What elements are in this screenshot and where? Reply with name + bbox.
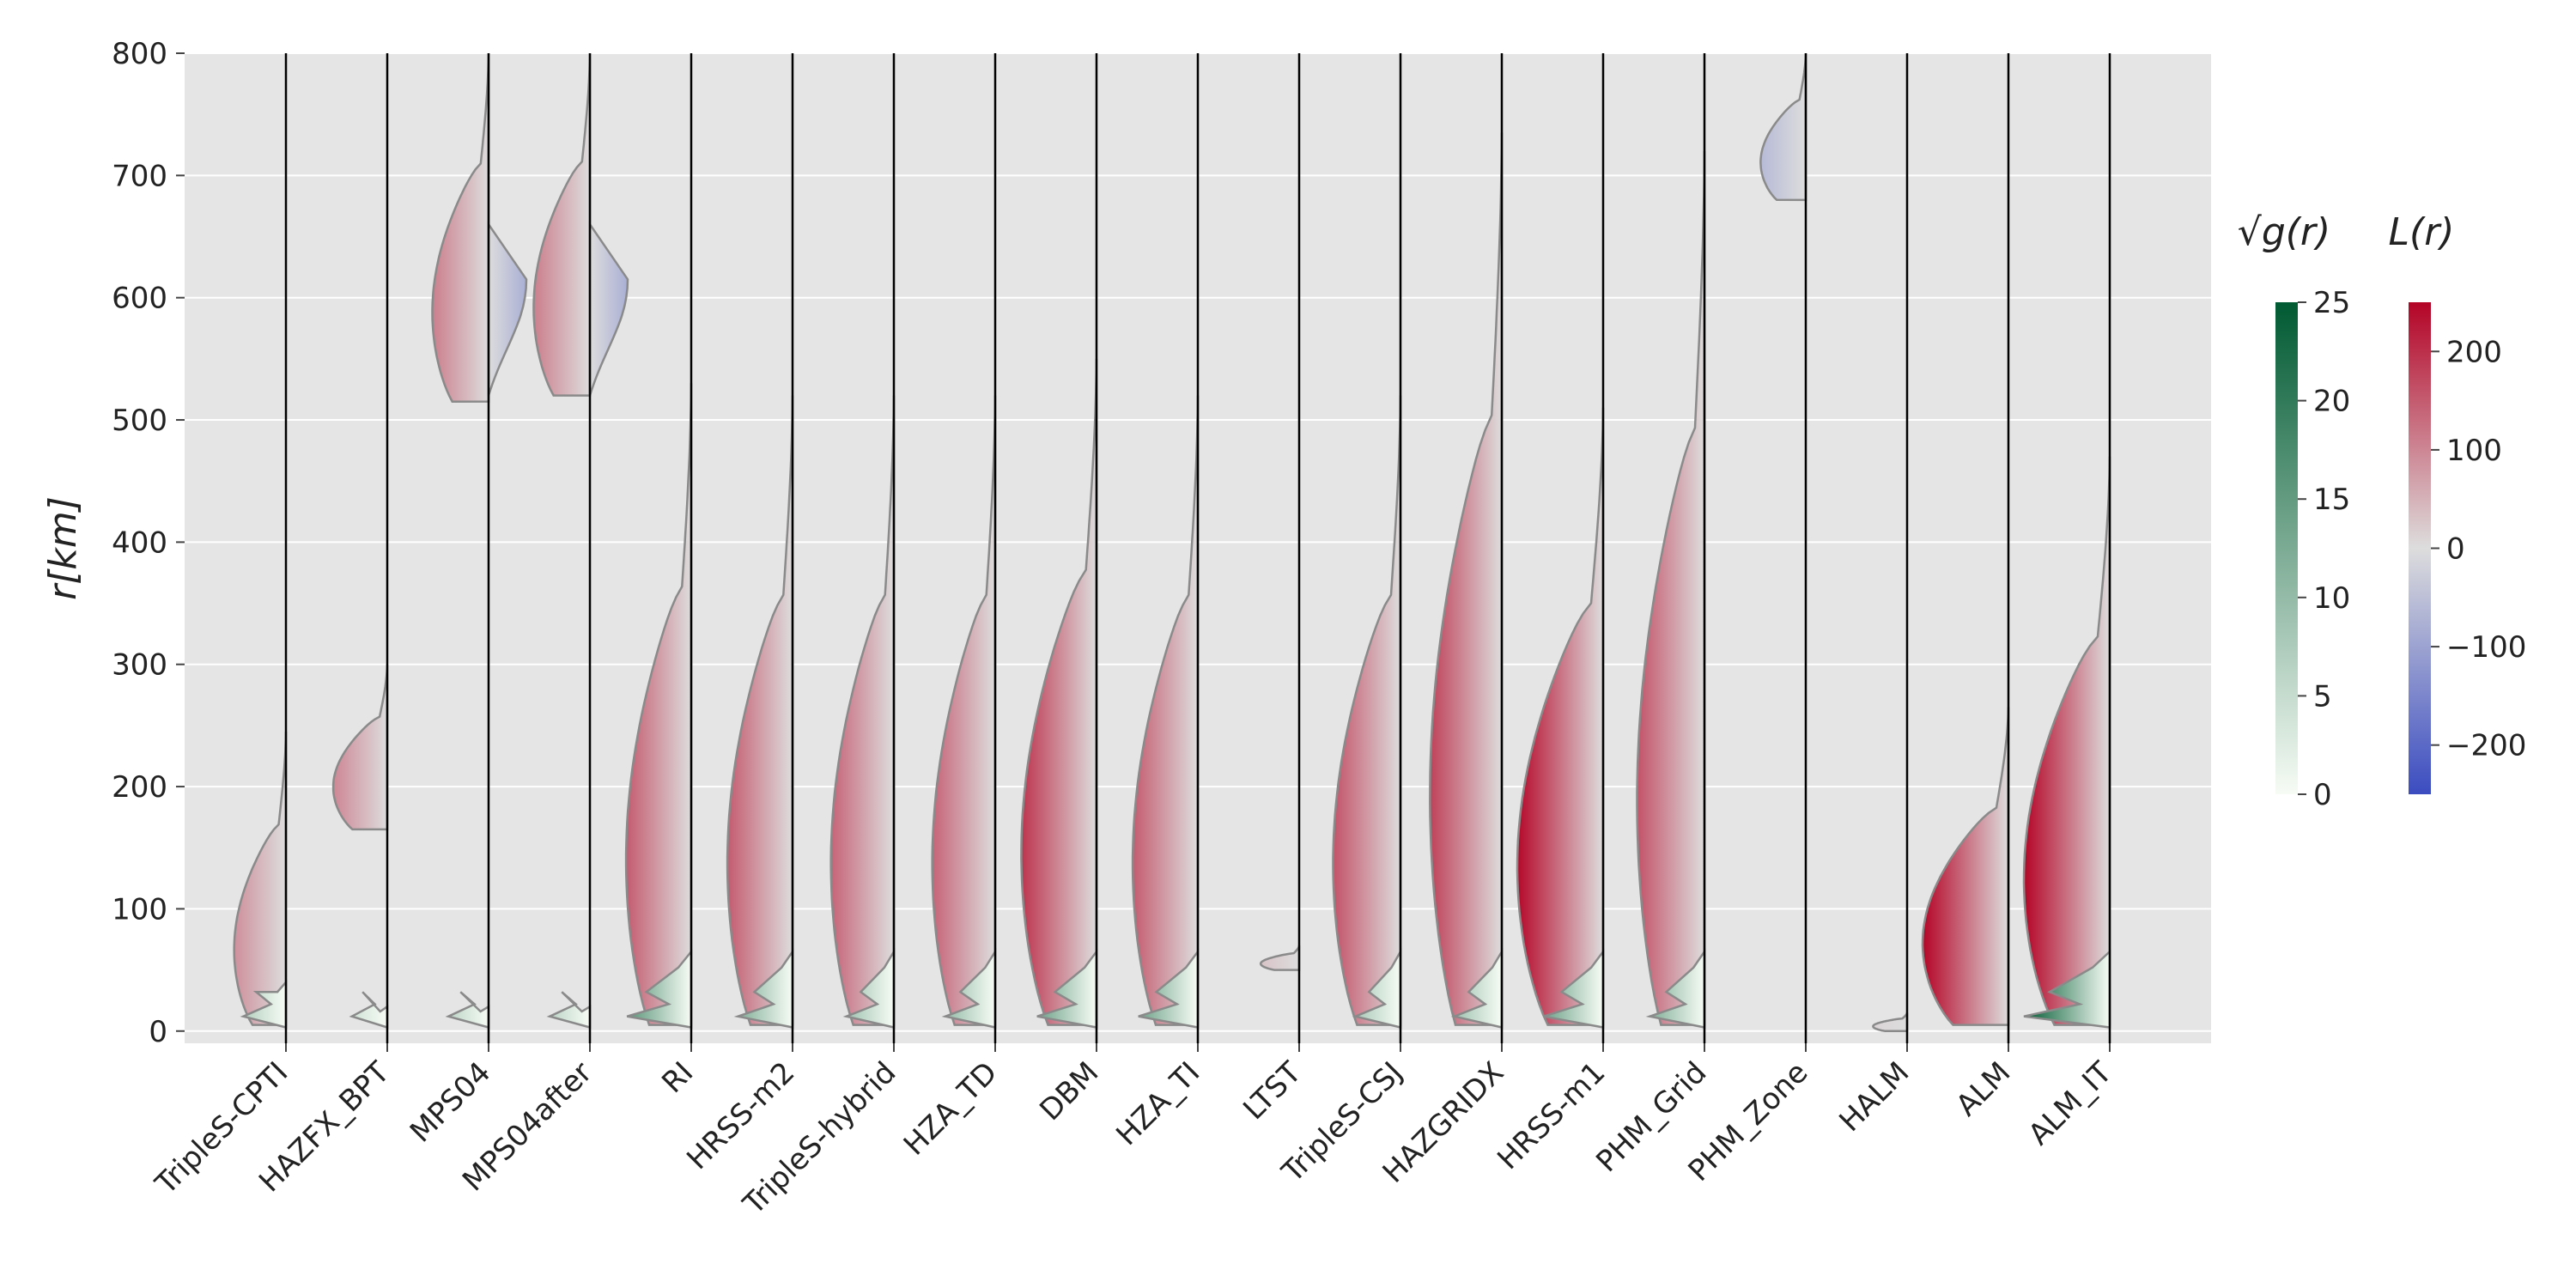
colorbar-title: √g(r) <box>2238 210 2330 254</box>
violin-HRSS-m1 <box>1516 407 1605 1030</box>
L-violin <box>726 395 794 1026</box>
model-divider-lines <box>284 53 2111 1043</box>
L-violin <box>1872 1012 1909 1033</box>
L-violin <box>1259 945 1301 971</box>
y-tick-labels: 0 100 200 300 400 500 600 700 800 <box>112 37 185 1049</box>
colorbar-tick-label: 0 <box>2446 532 2465 567</box>
violin-PHM_Zone <box>1759 52 1807 202</box>
x-tick-label: LTST <box>1236 1055 1308 1127</box>
x-tick-label: MPS04 <box>404 1055 497 1149</box>
violins <box>233 52 2111 1033</box>
L-violin <box>431 52 490 403</box>
L-violin <box>532 52 592 397</box>
L-violin <box>829 395 896 1026</box>
y-tick-label: 500 <box>112 404 167 438</box>
colorbar-tick-label: 15 <box>2313 483 2350 517</box>
violin-HZA_TD <box>931 395 997 1030</box>
colorbar-gradient <box>2275 302 2298 794</box>
x-tick-label: RI <box>655 1055 700 1100</box>
colorbar-tick-label: 200 <box>2446 335 2502 369</box>
y-tick-label: 0 <box>149 1015 167 1049</box>
x-tick-label: HZA_TI <box>1109 1055 1206 1152</box>
L-violin <box>624 383 693 1026</box>
x-tick-label: DBM <box>1033 1055 1105 1127</box>
violin-HALM <box>1872 1012 1909 1033</box>
violin-DBM <box>1020 358 1098 1030</box>
colorbar-g: √g(r) 0 5 10 15 20 25 <box>2238 210 2350 812</box>
colorbar-tick-label: −200 <box>2446 729 2526 763</box>
L-violin <box>1332 395 1402 1026</box>
L-negative-region <box>588 221 629 396</box>
y-tick-label: 400 <box>112 526 167 560</box>
colorbar-tick-label: 5 <box>2313 679 2332 714</box>
colorbar-title: L(r) <box>2389 210 2455 254</box>
L-violin <box>1921 707 2010 1026</box>
violin-TripleS-CPTI <box>233 731 288 1030</box>
L-violin <box>2022 456 2111 1026</box>
y-axis-label: r[km] <box>41 496 85 600</box>
y-tick-label: 600 <box>112 282 167 316</box>
y-tick-label: 100 <box>112 892 167 927</box>
violin-HRSS-m2 <box>726 395 794 1030</box>
colorbar-tick-label: 100 <box>2446 434 2502 468</box>
y-tick-label: 700 <box>112 159 167 193</box>
L-violin <box>931 395 997 1026</box>
violin-HZA_TI <box>1131 395 1200 1030</box>
x-tick-label: ALM <box>1949 1055 2017 1123</box>
L-violin <box>1759 52 1807 202</box>
colorbar-L: L(r) 200 100 0 −100 −200 <box>2389 210 2526 794</box>
L-violin <box>1516 407 1605 1026</box>
colorbar-gradient <box>2409 302 2431 794</box>
violin-ALM <box>1921 707 2010 1026</box>
violin-ALM_IT <box>2022 456 2111 1029</box>
violin-TripleS-CSJ <box>1332 395 1402 1030</box>
violin-HAZGRIDX <box>1429 132 1504 1030</box>
violin-MPS04 <box>431 52 528 1030</box>
L-violin <box>1131 395 1200 1026</box>
y-tick-label: 300 <box>112 648 167 683</box>
y-tick-label: 800 <box>112 37 167 71</box>
violin-LTST <box>1259 945 1301 971</box>
L-violin <box>233 731 288 1026</box>
colorbar-tick-label: 10 <box>2313 581 2350 616</box>
colorbar-tick-label: 25 <box>2313 286 2350 320</box>
L-violin <box>1636 150 1706 1026</box>
L-violin <box>331 664 389 831</box>
x-tick-label: HALM <box>1832 1055 1916 1139</box>
y-tick-label: 200 <box>112 770 167 805</box>
L-violin <box>1429 132 1504 1026</box>
colorbar-tick-label: 0 <box>2313 778 2332 812</box>
x-tick-label: ALM_IT <box>2022 1055 2119 1152</box>
L-violin <box>1020 358 1098 1026</box>
colorbar-tick-label: 20 <box>2313 385 2350 419</box>
violin-MPS04after <box>532 52 629 1030</box>
colorbar-tick-label: −100 <box>2446 630 2526 665</box>
x-tick-label: HZA_TD <box>897 1055 1005 1163</box>
violin-HAZFX_BPT <box>331 664 389 1030</box>
colorbars: √g(r) 0 5 10 15 20 25 L(r) 200 100 0 −100 −200 <box>2238 210 2527 812</box>
L-negative-region <box>487 221 528 396</box>
